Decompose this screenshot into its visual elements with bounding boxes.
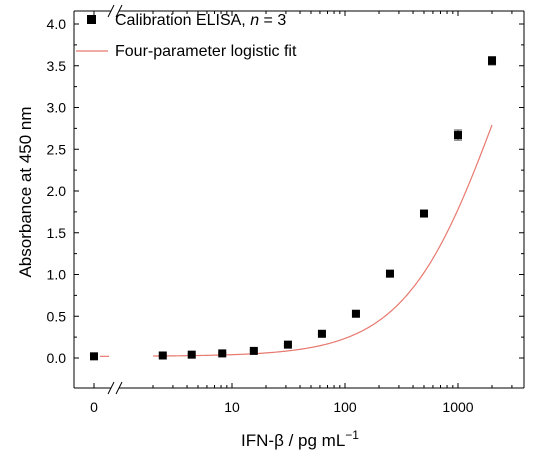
legend-label-italic: n — [250, 12, 259, 29]
data-point — [158, 351, 167, 360]
data-point-marker — [158, 351, 167, 360]
x-axis-title: IFN-β / pg mL−1 — [241, 428, 359, 450]
x-tick-label: 100 — [333, 399, 357, 415]
data-point-marker — [488, 56, 497, 65]
data-point-marker — [187, 350, 196, 359]
data-point-marker — [249, 346, 258, 355]
break-mark-bottom-2 — [115, 381, 123, 395]
fit-curve — [153, 124, 493, 357]
data-point-marker — [317, 329, 326, 338]
y-tick-label: 2.0 — [47, 183, 67, 199]
break-mark-bottom-1 — [107, 381, 115, 395]
data-point-marker — [419, 209, 428, 218]
x-tick-label: 1000 — [442, 399, 473, 415]
data-points-layer — [90, 56, 497, 361]
data-point — [90, 352, 98, 361]
legend-label-fit: Four-parameter logistic fit — [115, 43, 297, 60]
x-axis-title-text: IFN-β / pg mL — [241, 431, 345, 450]
y-tick-label: 1.5 — [47, 225, 67, 241]
data-point — [218, 349, 227, 358]
y-axis-ticks: 0.0 0.5 1.0 1.5 2.0 2.5 3.0 3.5 4.0 — [47, 16, 524, 366]
axis-break-marks — [107, 4, 123, 395]
data-point — [187, 350, 196, 359]
data-point-marker — [385, 269, 394, 278]
data-point — [454, 129, 462, 141]
x-tick-label: 0 — [90, 399, 98, 415]
y-tick-label: 1.0 — [47, 267, 67, 283]
x-tick-label: 10 — [224, 399, 240, 415]
legend-marker-square — [87, 15, 96, 24]
data-point-marker — [454, 131, 462, 140]
data-point-marker — [90, 352, 98, 361]
y-tick-label: 0.5 — [47, 308, 67, 324]
legend-label-calibration: Calibration ELISA, n = 3 — [115, 12, 286, 29]
y-tick-label: 3.5 — [47, 58, 67, 74]
y-tick-label: 4.0 — [47, 16, 67, 32]
data-point-marker — [283, 340, 292, 349]
data-point — [419, 209, 428, 218]
data-point — [317, 329, 326, 338]
y-tick-label: 2.5 — [47, 141, 67, 157]
data-point — [283, 340, 292, 349]
fit-curve-layer — [100, 124, 493, 357]
x-axis-ticks: 0 10 100 1000 — [90, 11, 513, 415]
break-mark-top-1 — [107, 4, 115, 18]
y-tick-label: 0.0 — [47, 350, 67, 366]
data-point-marker — [351, 309, 360, 318]
plot-frame — [73, 10, 525, 389]
break-mark-top-2 — [115, 4, 123, 18]
data-point — [351, 309, 360, 318]
y-axis-title: Absorbance at 450 nm — [16, 106, 35, 277]
data-point — [385, 269, 394, 278]
legend-label-prefix: Calibration ELISA, — [115, 12, 250, 29]
data-point — [488, 56, 497, 66]
data-point — [249, 346, 258, 355]
x-axis-title-superscript: −1 — [345, 428, 359, 442]
data-point-marker — [218, 349, 227, 358]
legend-label-suffix: = 3 — [259, 12, 286, 29]
y-tick-label: 3.0 — [47, 100, 67, 116]
legend: Calibration ELISA, n = 3 Four-parameter … — [76, 12, 297, 60]
